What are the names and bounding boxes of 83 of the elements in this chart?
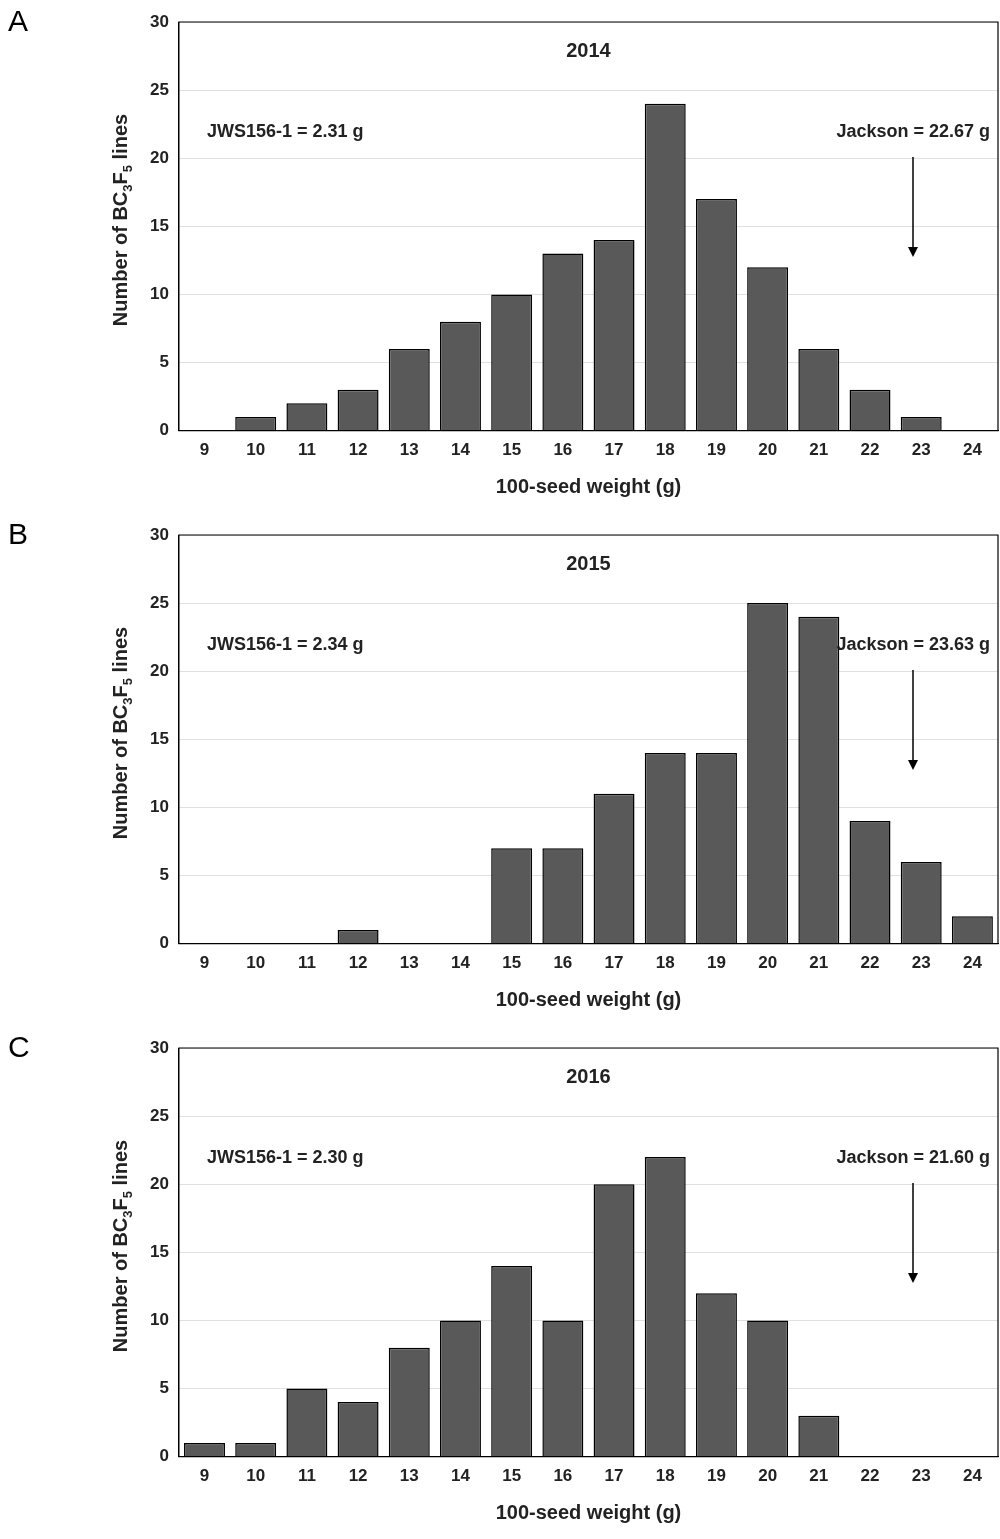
x-tick-label: 14 (451, 1466, 471, 1486)
y-tick-label: 20 (149, 660, 169, 680)
y-tick-label: 30 (149, 11, 169, 31)
y-tick-label: 5 (159, 352, 169, 372)
y-tick-label: 30 (149, 1037, 169, 1057)
y-tick-label: 5 (159, 1378, 169, 1398)
x-tick-label: 22 (860, 1466, 880, 1486)
x-tick-label: 23 (911, 1466, 931, 1486)
y-tick-label: 30 (149, 524, 169, 544)
x-tick-label: 21 (809, 1466, 829, 1486)
x-tick-label: 16 (553, 1466, 573, 1486)
x-tick-label: 23 (911, 953, 931, 973)
x-tick-label: 22 (860, 953, 880, 973)
x-tick-label: 9 (199, 953, 210, 973)
x-tick-label: 9 (199, 1466, 210, 1486)
annotation: JWS156-1 = 2.30 g (206, 1147, 364, 1167)
y-tick-label: 20 (149, 147, 169, 167)
y-tick-label: 0 (159, 420, 169, 440)
annotation: Jackson = 21.60 g (836, 1147, 990, 1167)
y-tick-label: 25 (149, 79, 169, 99)
x-tick-label: 15 (502, 1466, 522, 1486)
x-tick-label: 17 (604, 1466, 624, 1486)
x-tick-label: 19 (706, 1466, 726, 1486)
x-tick-label: 23 (911, 440, 931, 460)
annotation: JWS156-1 = 2.34 g (206, 634, 364, 654)
x-tick-label: 20 (758, 1466, 778, 1486)
x-axis-title: 100-seed weight (g) (495, 474, 682, 497)
y-tick-label: 25 (149, 1105, 169, 1125)
x-tick-label: 12 (348, 953, 368, 973)
x-tick-label: 10 (246, 440, 266, 460)
x-tick-label: 11 (297, 440, 316, 460)
x-axis-title: 100-seed weight (g) (495, 987, 682, 1010)
x-tick-label: 11 (297, 953, 316, 973)
text: B (8, 517, 29, 551)
y-tick-label: 0 (159, 1446, 169, 1466)
x-tick-label: 9 (199, 440, 210, 460)
y-tick-label: 10 (149, 284, 169, 304)
x-tick-label: 22 (860, 440, 880, 460)
y-tick-label: 10 (149, 1310, 169, 1330)
text: 2016 (566, 1065, 611, 1087)
annotation: Jackson = 22.67 g (836, 121, 990, 141)
x-tick-label: 19 (706, 440, 726, 460)
y-tick-label: 15 (149, 728, 169, 748)
y-tick-label: 15 (149, 1241, 169, 1261)
text: 2015 (566, 552, 611, 574)
x-tick-label: 24 (962, 440, 983, 460)
x-tick-label: 13 (399, 953, 419, 973)
x-tick-label: 11 (297, 1466, 316, 1486)
text: C (8, 1030, 30, 1064)
y-tick-label: 10 (149, 797, 169, 817)
x-tick-label: 15 (502, 953, 522, 973)
x-tick-label: 17 (604, 953, 624, 973)
y-tick-label: 5 (159, 865, 169, 885)
x-tick-label: 14 (451, 953, 471, 973)
x-tick-label: 18 (655, 440, 675, 460)
x-tick-label: 14 (451, 440, 471, 460)
x-tick-label: 15 (502, 440, 522, 460)
x-tick-label: 18 (655, 953, 675, 973)
x-tick-label: 17 (604, 440, 624, 460)
y-tick-label: 25 (149, 592, 169, 612)
x-tick-label: 20 (758, 953, 778, 973)
x-tick-label: 13 (399, 1466, 419, 1486)
x-tick-label: 21 (809, 953, 829, 973)
y-tick-label: 20 (149, 1173, 169, 1193)
y-tick-label: 0 (159, 933, 169, 953)
x-tick-label: 16 (553, 440, 573, 460)
x-tick-label: 20 (758, 440, 778, 460)
x-tick-label: 13 (399, 440, 419, 460)
x-tick-label: 24 (962, 1466, 983, 1486)
x-tick-label: 24 (962, 953, 983, 973)
x-tick-label: 10 (246, 1466, 266, 1486)
x-tick-label: 18 (655, 1466, 675, 1486)
annotation: JWS156-1 = 2.31 g (206, 121, 364, 141)
x-tick-label: 12 (348, 440, 368, 460)
y-tick-label: 15 (149, 215, 169, 235)
x-tick-label: 16 (553, 953, 573, 973)
x-tick-label: 19 (706, 953, 726, 973)
x-tick-label: 12 (348, 1466, 368, 1486)
x-tick-label: 21 (809, 440, 829, 460)
x-axis-title: 100-seed weight (g) (495, 1500, 682, 1523)
x-tick-label: 10 (246, 953, 266, 973)
text: 2014 (566, 39, 612, 61)
text: A (8, 4, 29, 38)
